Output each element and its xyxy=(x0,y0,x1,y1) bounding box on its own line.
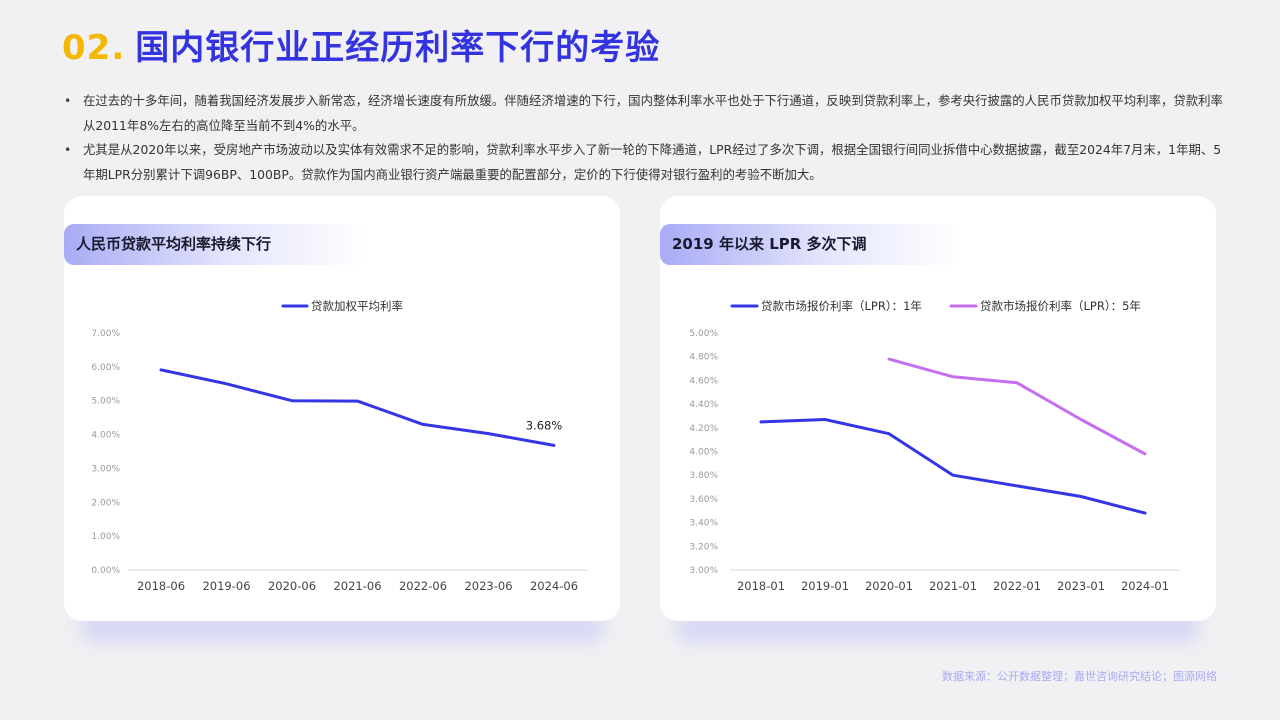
y-tick-label: 5.00% xyxy=(91,397,120,407)
legend-label: 贷款加权平均利率 xyxy=(311,299,403,313)
x-tick-label: 2022-06 xyxy=(399,579,447,593)
card-header: 人民币贷款平均利率持续下行 xyxy=(64,224,364,265)
x-tick-label: 2023-06 xyxy=(464,579,512,593)
series-line xyxy=(759,418,1147,515)
y-tick-label: 4.80% xyxy=(689,353,718,363)
y-tick-label: 3.00% xyxy=(689,566,718,576)
x-tick-label: 2020-06 xyxy=(268,579,316,593)
legend-label: 贷款市场报价利率（LPR）：1年 xyxy=(761,299,922,313)
card-title: 2019 年以来 LPR 多次下调 xyxy=(672,235,867,253)
x-tick-label: 2019-01 xyxy=(801,579,849,593)
y-tick-label: 3.00% xyxy=(91,464,120,474)
y-tick-label: 3.60% xyxy=(689,495,718,505)
y-tick-label: 4.60% xyxy=(689,376,718,386)
x-tick-label: 2023-01 xyxy=(1057,579,1105,593)
chart-card-lpr: 2019 年以来 LPR 多次下调 3.00% 3.20% 3.40% 3.60% 3.… xyxy=(660,196,1216,621)
y-tick-label: 6.00% xyxy=(91,363,120,373)
x-tick-label: 2022-01 xyxy=(993,579,1041,593)
y-tick-label: 4.20% xyxy=(689,424,718,434)
x-tick-label: 2024-06 xyxy=(530,579,578,593)
x-tick-label: 2020-01 xyxy=(865,579,913,593)
y-tick-label: 1.00% xyxy=(91,532,120,542)
y-tick-label: 4.40% xyxy=(689,400,718,410)
y-tick-label: 3.80% xyxy=(689,471,718,481)
chart-card-loan-rate: 人民币贷款平均利率持续下行 0.00% 1.00% 2.00% 3.00% 4.00% 5… xyxy=(64,196,620,621)
page-title: 02. 国内银行业正经历利率下行的考验 xyxy=(62,20,660,69)
bullet-item-2: 尤其是从2020年以来，受房地产市场波动以及实体有效需求不足的影响，贷款利率水平… xyxy=(64,138,1230,187)
y-tick-label: 4.00% xyxy=(91,431,120,441)
y-tick-label: 4.00% xyxy=(689,448,718,458)
x-tick-label: 2018-06 xyxy=(137,579,185,593)
data-source-note: 数据来源：公开数据整理；嘉世咨询研究结论；图源网络 xyxy=(942,670,1217,683)
y-tick-label: 0.00% xyxy=(91,566,120,576)
series-line xyxy=(159,368,556,447)
chart-loan-rate: 0.00% 1.00% 2.00% 3.00% 4.00% 5.00% 6.00% 7.00%… xyxy=(91,299,588,593)
x-tick-label: 2018-01 xyxy=(737,579,785,593)
chart-lpr: 3.00% 3.20% 3.40% 3.60% 3.80% 4.00% 4.20% 4.40%… xyxy=(689,299,1180,593)
title-number: 02. xyxy=(62,28,126,68)
y-tick-label: 2.00% xyxy=(91,498,120,508)
x-tick-label: 2019-06 xyxy=(202,579,250,593)
y-tick-label: 3.20% xyxy=(689,542,718,552)
legend-label: 贷款市场报价利率（LPR）：5年 xyxy=(980,299,1141,313)
y-tick-label: 5.00% xyxy=(689,329,718,339)
series-line xyxy=(887,357,1147,456)
x-tick-label: 2021-06 xyxy=(333,579,381,593)
y-tick-label: 7.00% xyxy=(91,329,120,339)
bullet-item-1: 在过去的十多年间，随着我国经济发展步入新常态，经济增长速度有所放缓。伴随经济增速… xyxy=(64,89,1230,138)
title-text: 国内银行业正经历利率下行的考验 xyxy=(135,28,661,68)
x-tick-label: 2021-01 xyxy=(929,579,977,593)
bullet-list: 在过去的十多年间，随着我国经济发展步入新常态，经济增长速度有所放缓。伴随经济增速… xyxy=(64,89,1230,187)
data-label: 3.68% xyxy=(526,418,563,432)
y-tick-label: 3.40% xyxy=(689,519,718,529)
card-header: 2019 年以来 LPR 多次下调 xyxy=(660,224,960,265)
card-title: 人民币贷款平均利率持续下行 xyxy=(76,235,272,253)
x-tick-label: 2024-01 xyxy=(1121,579,1169,593)
